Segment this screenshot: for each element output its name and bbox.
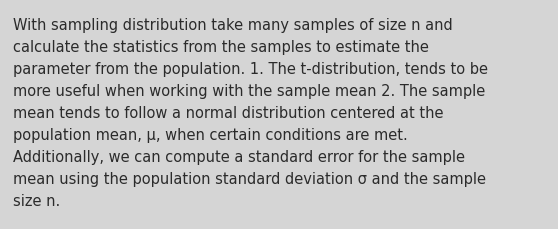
Text: calculate the statistics from the samples to estimate the: calculate the statistics from the sample…: [13, 40, 429, 55]
Text: mean tends to follow a normal distribution centered at the: mean tends to follow a normal distributi…: [13, 106, 444, 120]
Text: parameter from the population. 1. The t-distribution, tends to be: parameter from the population. 1. The t-…: [13, 62, 488, 77]
Text: size n.: size n.: [13, 193, 60, 208]
Text: more useful when working with the sample mean 2. The sample: more useful when working with the sample…: [13, 84, 485, 98]
Text: mean using the population standard deviation σ and the sample: mean using the population standard devia…: [13, 171, 486, 186]
Text: With sampling distribution take many samples of size n and: With sampling distribution take many sam…: [13, 18, 453, 33]
Text: Additionally, we can compute a standard error for the sample: Additionally, we can compute a standard …: [13, 149, 465, 164]
Text: population mean, μ, when certain conditions are met.: population mean, μ, when certain conditi…: [13, 128, 408, 142]
